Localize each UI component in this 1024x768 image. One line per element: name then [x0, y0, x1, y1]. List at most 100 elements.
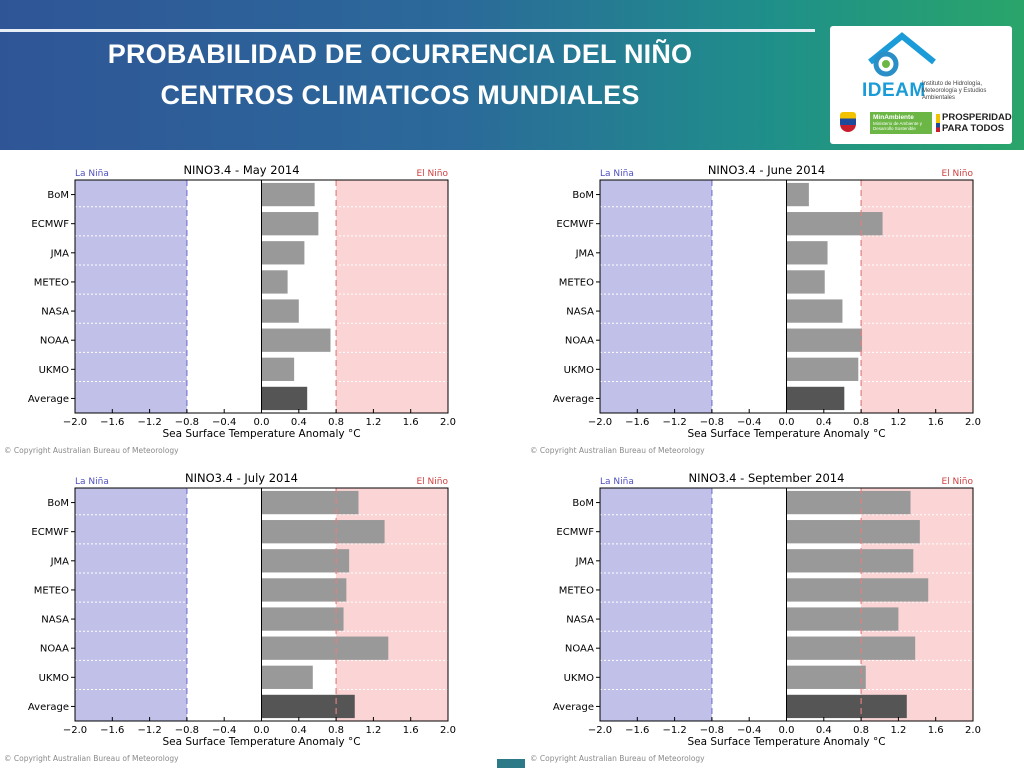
chart-panel-july: BoM ECMWF JMA METEO NASA NOAA UKMO Average −2.0 −…: [0, 458, 470, 768]
la-nina-label: La Niña: [600, 477, 634, 487]
y-tick-label: NASA: [41, 307, 69, 318]
model-bar: [261, 607, 344, 631]
page-title: PROBABILIDAD DE OCURRENCIA DEL NIÑO CENT…: [60, 34, 740, 116]
model-bar: [786, 549, 914, 573]
x-tick-label: 0.4: [291, 725, 307, 736]
x-tick-label: −0.8: [700, 417, 724, 428]
y-tick-label: Average: [553, 702, 594, 713]
x-tick-label: 0.4: [816, 725, 832, 736]
ministry-badge: MinAmbiente Ministerio de Ambiente y Des…: [870, 112, 932, 134]
model-bar: [786, 241, 828, 265]
slogan: PROSPERIDAD PARA TODOS: [942, 112, 1012, 134]
copyright-may: © Copyright Australian Bureau of Meteoro…: [4, 446, 179, 455]
y-tick-label: NASA: [41, 615, 69, 626]
x-tick-label: 1.6: [403, 417, 419, 428]
model-bar: [261, 182, 315, 207]
y-tick-label: NASA: [566, 615, 594, 626]
x-tick-label: 1.2: [890, 417, 906, 428]
model-bar: [261, 490, 359, 515]
el-nino-label: El Niño: [942, 169, 974, 179]
x-tick-label: −2.0: [63, 417, 87, 428]
chart-panel-september: BoM ECMWF JMA METEO NASA NOAA UKMO Average −2.0 −…: [525, 458, 995, 768]
chart-july: BoM ECMWF JMA METEO NASA NOAA UKMO Average −2.0 −…: [28, 471, 456, 748]
el-nino-label: El Niño: [417, 169, 449, 179]
el-nino-label: El Niño: [417, 477, 449, 487]
x-tick-label: −2.0: [588, 725, 612, 736]
model-bar: [261, 665, 313, 689]
x-axis-label: Sea Surface Temperature Anomaly °C: [162, 736, 360, 748]
y-tick-label: METEO: [34, 585, 69, 596]
x-tick-label: 0.0: [779, 725, 795, 736]
x-tick-label: 0.4: [816, 417, 832, 428]
model-bar: [261, 328, 331, 352]
chart-panel-june: BoM ECMWF JMA METEO NASA NOAA UKMO Average −2.0 −…: [525, 150, 995, 460]
y-tick-label: METEO: [559, 277, 594, 288]
logo-org-name: IDEAM: [862, 80, 926, 101]
y-tick-label: NASA: [566, 307, 594, 318]
y-tick-label: ECMWF: [556, 527, 594, 538]
y-tick-label: METEO: [34, 277, 69, 288]
x-tick-label: −1.2: [137, 417, 161, 428]
y-tick-label: BoM: [572, 498, 594, 509]
x-tick-label: 1.6: [928, 417, 944, 428]
x-tick-label: 0.8: [328, 725, 344, 736]
y-tick-label: ECMWF: [31, 219, 69, 230]
model-bar: [786, 520, 920, 544]
y-tick-label: UKMO: [564, 673, 595, 684]
x-tick-label: −1.2: [137, 725, 161, 736]
x-tick-label: 2.0: [965, 725, 981, 736]
model-bar: [786, 212, 883, 236]
model-bar: [261, 357, 295, 381]
x-tick-label: −0.4: [212, 417, 236, 428]
model-bar: [786, 182, 809, 207]
x-tick-label: 1.2: [365, 725, 381, 736]
model-bar: [786, 490, 911, 515]
x-tick-label: −1.6: [100, 725, 124, 736]
model-bar: [786, 357, 859, 381]
model-bar: [786, 636, 916, 660]
y-tick-label: Average: [28, 702, 69, 713]
x-axis-label: Sea Surface Temperature Anomaly °C: [687, 736, 885, 748]
chart-september: BoM ECMWF JMA METEO NASA NOAA UKMO Average −2.0 −…: [553, 471, 981, 748]
x-tick-label: 2.0: [440, 725, 456, 736]
la-nina-region: [75, 488, 187, 721]
x-tick-label: −2.0: [588, 417, 612, 428]
x-tick-label: 0.8: [853, 725, 869, 736]
y-tick-label: UKMO: [39, 365, 70, 376]
x-axis-label: Sea Surface Temperature Anomaly °C: [162, 428, 360, 440]
x-tick-label: 2.0: [440, 417, 456, 428]
x-tick-label: −1.6: [100, 417, 124, 428]
x-tick-label: −0.8: [700, 725, 724, 736]
x-tick-label: 1.2: [890, 725, 906, 736]
y-tick-label: ECMWF: [556, 219, 594, 230]
model-bar: [261, 549, 350, 573]
y-tick-label: BoM: [572, 190, 594, 201]
la-nina-label: La Niña: [75, 169, 109, 179]
model-bar: [261, 299, 299, 323]
el-nino-region: [336, 180, 448, 413]
x-tick-label: 0.0: [779, 417, 795, 428]
y-tick-label: NOAA: [40, 644, 69, 655]
x-tick-label: 1.2: [365, 417, 381, 428]
copyright-july: © Copyright Australian Bureau of Meteoro…: [4, 754, 179, 763]
x-tick-label: −0.8: [175, 725, 199, 736]
x-tick-label: −0.4: [737, 417, 761, 428]
x-tick-label: −0.8: [175, 417, 199, 428]
model-bar: [786, 607, 899, 631]
ideam-logo: IDEAM Instituto de Hidrología, Meteorolo…: [830, 26, 1012, 144]
x-tick-label: −0.4: [212, 725, 236, 736]
ideam-emblem-icon: [868, 32, 936, 77]
x-tick-label: −0.4: [737, 725, 761, 736]
copyright-june: © Copyright Australian Bureau of Meteoro…: [530, 446, 705, 455]
la-nina-label: La Niña: [600, 169, 634, 179]
y-tick-label: BoM: [47, 190, 69, 201]
chart-title: NINO3.4 - June 2014: [708, 163, 825, 177]
model-bar: [786, 665, 866, 689]
title-line-2: CENTROS CLIMATICOS MUNDIALES: [160, 80, 640, 110]
y-tick-label: JMA: [50, 248, 70, 259]
title-line-1: PROBABILIDAD DE OCURRENCIA DEL NIÑO: [107, 39, 693, 69]
logo-subtitle: Instituto de Hidrología, Meteorología y …: [922, 81, 987, 101]
chart-title: NINO3.4 - July 2014: [185, 471, 298, 485]
average-bar: [786, 694, 907, 719]
footer-accent: [497, 759, 525, 768]
